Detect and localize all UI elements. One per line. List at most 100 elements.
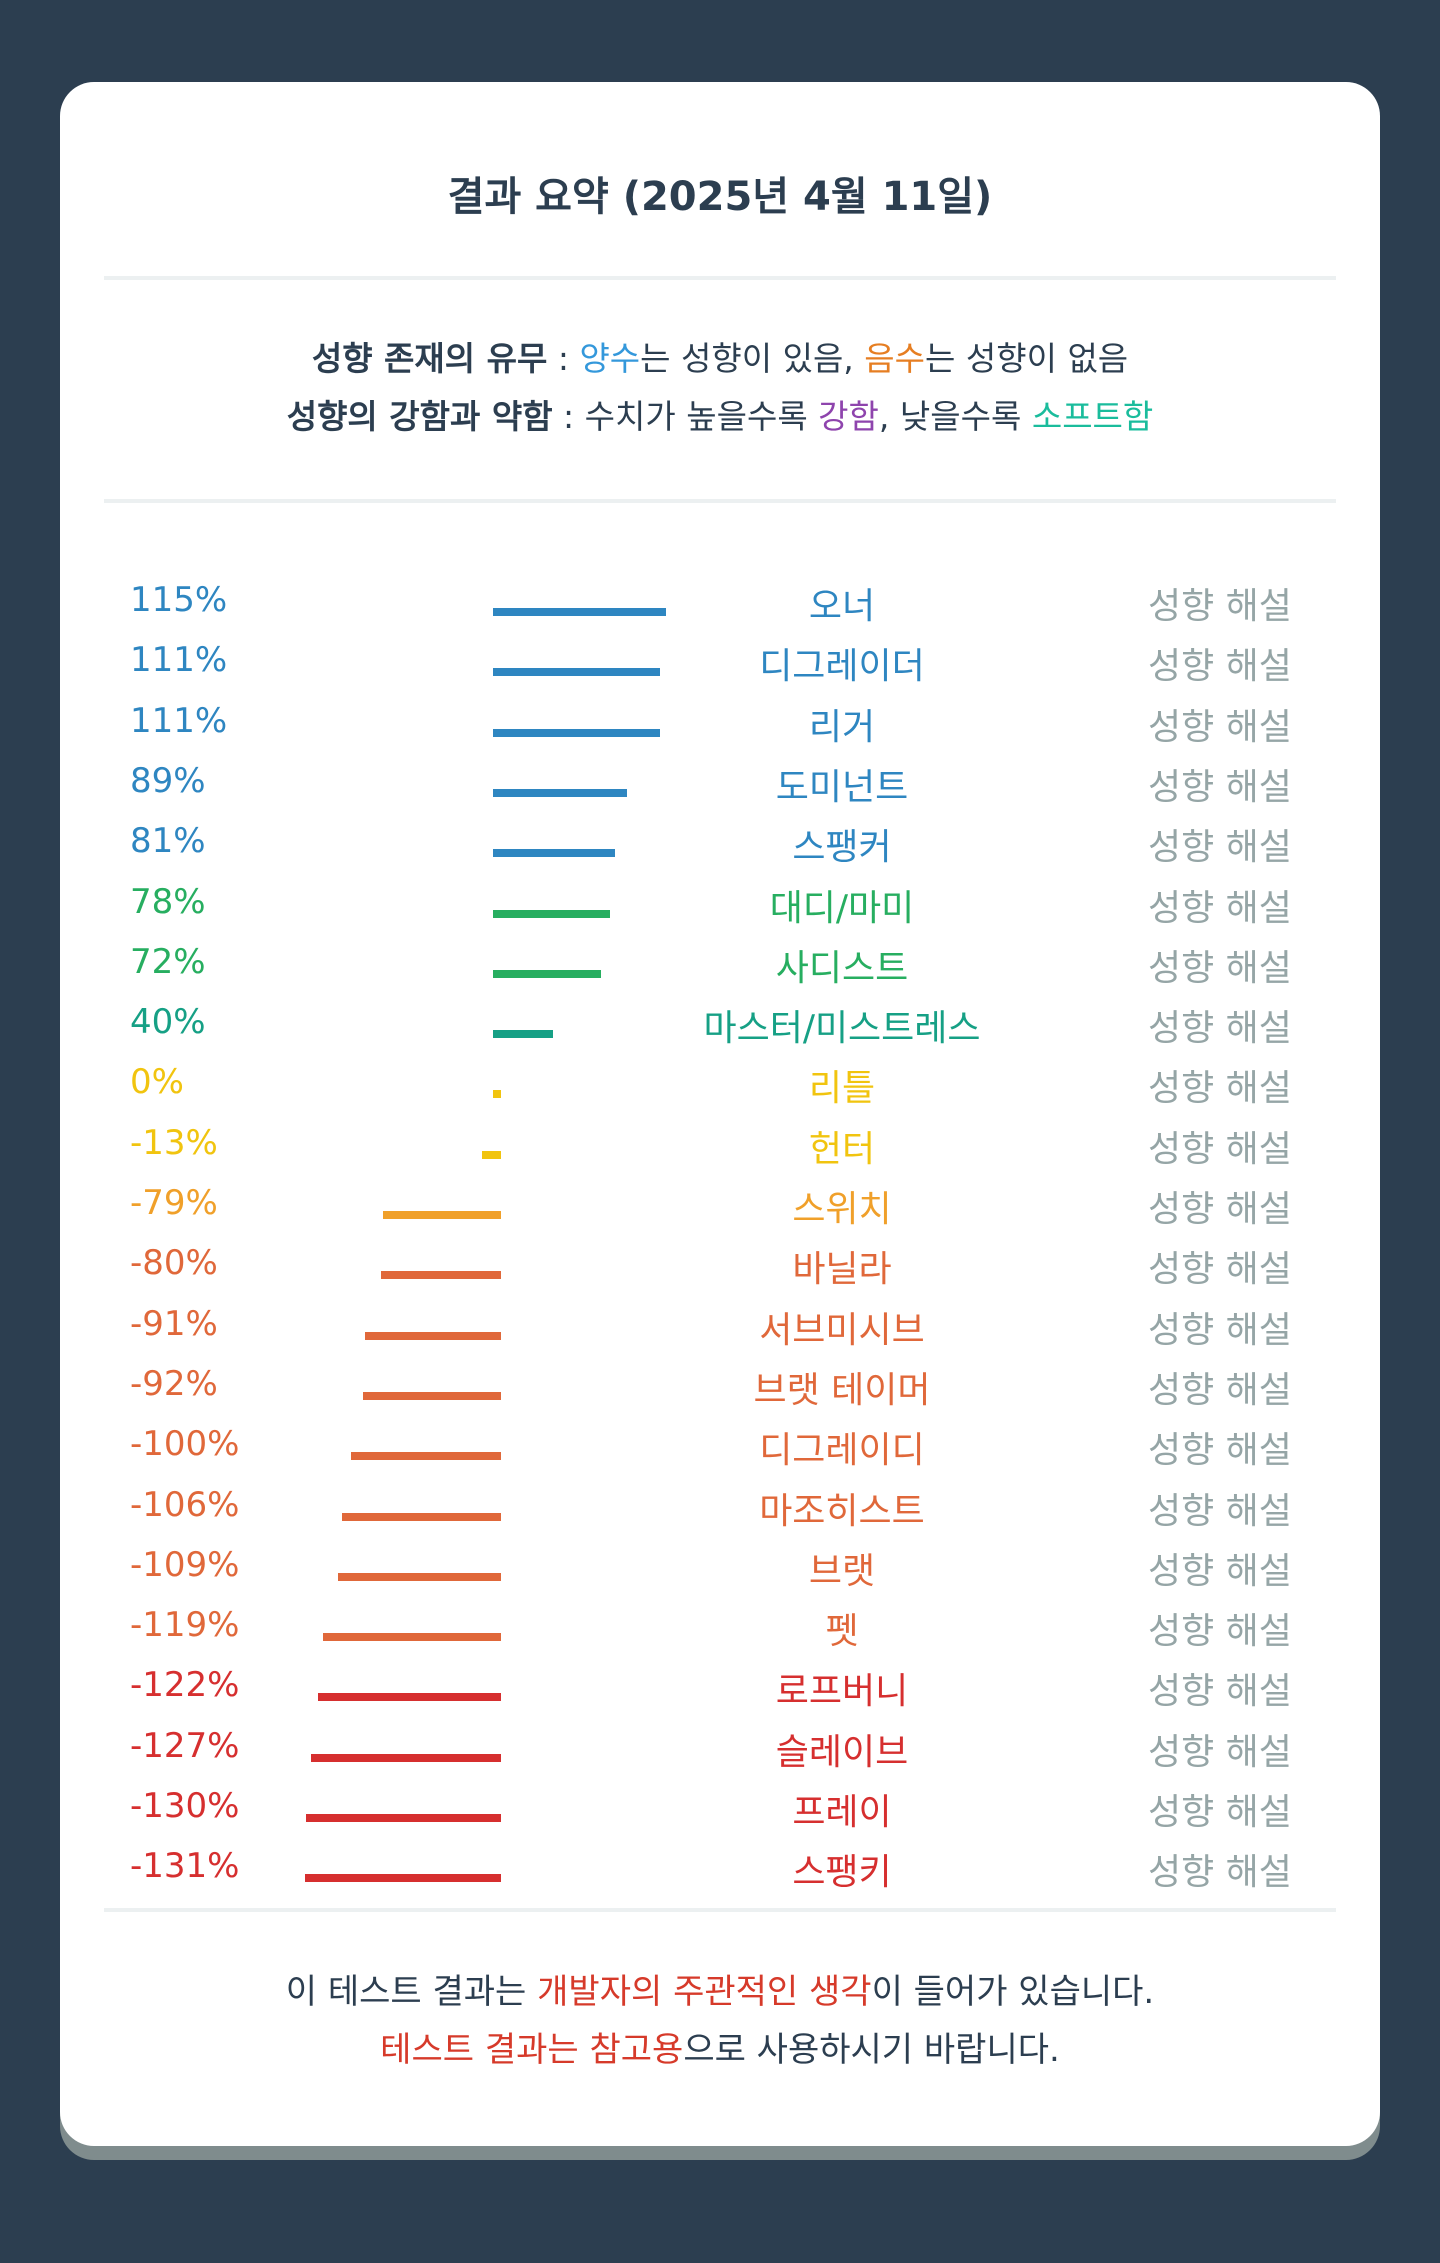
type-explanation-link[interactable]: 성향 해설 (1148, 827, 1292, 869)
result-type-name: 마조히스트 (759, 1490, 925, 1532)
type-explanation-link[interactable]: 성향 해설 (1148, 1068, 1292, 1110)
result-value: -92% (130, 1363, 218, 1404)
result-type-name: 사디스트 (775, 947, 909, 989)
result-row: 0% 리틀 성향 해설 (60, 1056, 1380, 1116)
result-type-name: 스위치 (792, 1189, 892, 1230)
type-explanation-link[interactable]: 성향 해설 (1148, 947, 1292, 989)
legend-existence-label: 성향 존재의 유무 (311, 339, 548, 378)
result-value: 111% (130, 700, 228, 741)
result-bar (318, 1693, 501, 1702)
result-bar (381, 1271, 501, 1280)
legend-positive-text: 는 성향이 있음, (640, 339, 865, 378)
result-row: 40% 마스터/미스트레스 성향 해설 (60, 996, 1380, 1056)
result-row: -100% 디그레이디 성향 해설 (60, 1418, 1380, 1478)
result-row: -13% 헌터 성향 해설 (60, 1117, 1380, 1177)
result-type-name: 펫 (825, 1611, 859, 1653)
result-type-name: 헌터 (808, 1128, 876, 1170)
type-explanation-link[interactable]: 성향 해설 (1148, 1008, 1292, 1050)
result-type-name: 리틀 (808, 1068, 876, 1110)
legend-negative: 음수 (864, 339, 926, 378)
footer-highlight: 개발자의 주관적인 생각 (537, 1972, 872, 2012)
footer-text: 으로 사용하시기 바랍니다. (683, 2030, 1060, 2070)
result-bar (493, 1030, 553, 1039)
type-explanation-link[interactable]: 성향 해설 (1148, 1671, 1292, 1713)
type-explanation-link[interactable]: 성향 해설 (1148, 646, 1292, 688)
type-explanation-link[interactable]: 성향 해설 (1148, 586, 1292, 627)
type-explanation-link[interactable]: 성향 해설 (1148, 1490, 1292, 1532)
type-explanation-link[interactable]: 성향 해설 (1148, 1852, 1292, 1894)
legend-strength-text2: , 낮을수록 (878, 397, 1032, 436)
result-value: 115% (130, 580, 228, 620)
result-value: -130% (130, 1786, 240, 1826)
type-explanation-link[interactable]: 성향 해설 (1148, 1792, 1292, 1833)
type-explanation-link[interactable]: 성향 해설 (1148, 1128, 1292, 1170)
result-row: 78% 대디/마미 성향 해설 (60, 876, 1380, 936)
footer-text: 이 테스트 결과는 (285, 1972, 538, 2012)
divider-middle (104, 499, 1336, 503)
type-explanation-link[interactable]: 성향 해설 (1148, 1249, 1292, 1291)
result-value: -100% (130, 1424, 240, 1465)
result-row: -80% 바닐라 성향 해설 (60, 1237, 1380, 1297)
type-explanation-link[interactable]: 성향 해설 (1148, 887, 1292, 929)
result-type-name: 도미넌트 (775, 766, 909, 808)
result-bar (337, 1572, 501, 1581)
type-explanation-link[interactable]: 성향 해설 (1148, 1369, 1292, 1411)
result-value: -122% (130, 1665, 240, 1706)
result-value: -80% (130, 1243, 218, 1284)
result-bar (304, 1874, 501, 1883)
result-bar (493, 668, 660, 677)
legend-soft: 소프트함 (1031, 397, 1154, 436)
result-row: -131% 스팽키 성향 해설 (60, 1840, 1380, 1900)
result-card: 결과 요약 (2025년 4월 11일) 성향 존재의 유무 : 양수는 성향이… (60, 82, 1380, 2146)
footer-text: 이 들어가 있습니다. (871, 1972, 1155, 2012)
result-bar (322, 1633, 501, 1642)
type-explanation-link[interactable]: 성향 해설 (1148, 1611, 1292, 1653)
result-type-name: 디그레이디 (759, 1430, 925, 1472)
type-explanation-link[interactable]: 성향 해설 (1148, 1189, 1292, 1230)
result-row: -109% 브랫 성향 해설 (60, 1539, 1380, 1599)
result-bar (310, 1753, 501, 1762)
result-value: 72% (130, 941, 206, 982)
type-explanation-link[interactable]: 성향 해설 (1148, 706, 1292, 748)
result-value: 81% (130, 821, 206, 862)
divider-bottom (104, 1908, 1336, 1912)
result-row: 111% 디그레이더 성향 해설 (60, 634, 1380, 694)
result-bar (493, 608, 666, 616)
type-explanation-link[interactable]: 성향 해설 (1148, 1550, 1292, 1592)
legend-negative-text: 는 성향이 없음 (925, 339, 1129, 378)
result-value: -91% (130, 1303, 218, 1344)
legend-strength-label: 성향의 강함과 약함 (286, 397, 553, 436)
result-type-name: 마스터/미스트레스 (703, 1008, 981, 1050)
result-type-name: 오너 (808, 586, 876, 627)
result-bar (493, 1090, 501, 1099)
legend-sep: : (547, 339, 580, 378)
legend-positive: 양수 (579, 339, 641, 378)
result-bar (351, 1452, 501, 1461)
type-explanation-link[interactable]: 성향 해설 (1148, 766, 1292, 808)
result-type-name: 로프버니 (775, 1671, 909, 1713)
page-title: 결과 요약 (2025년 4월 11일) (447, 174, 993, 220)
type-explanation-link[interactable]: 성향 해설 (1148, 1309, 1292, 1351)
result-row: -91% 서브미시브 성향 해설 (60, 1298, 1380, 1358)
type-explanation-link[interactable]: 성향 해설 (1148, 1731, 1292, 1773)
result-row: 89% 도미넌트 성향 해설 (60, 755, 1380, 815)
result-bar (493, 909, 610, 918)
result-value: 89% (130, 760, 206, 801)
type-explanation-link[interactable]: 성향 해설 (1148, 1430, 1292, 1472)
result-bar (493, 788, 627, 797)
footer-disclaimer-line2: 테스트 결과는 참고용으로 사용하시기 바랍니다. (60, 2022, 1380, 2071)
legend-line-existence: 성향 존재의 유무 : 양수는 성향이 있음, 음수는 성향이 없음 (60, 332, 1380, 380)
footer-disclaimer-line1: 이 테스트 결과는 개발자의 주관적인 생각이 들어가 있습니다. (60, 1964, 1380, 2013)
result-type-name: 브랫 테이머 (753, 1369, 931, 1411)
result-bar (342, 1512, 501, 1521)
legend-strength-text1: 수치가 높을수록 (584, 397, 819, 436)
result-type-name: 슬레이브 (775, 1731, 909, 1773)
result-type-name: 바닐라 (792, 1249, 892, 1291)
result-row: 111% 리거 성향 해설 (60, 695, 1380, 755)
legend-line-strength: 성향의 강함과 약함 : 수치가 높을수록 강함, 낮을수록 소프트함 (60, 390, 1380, 438)
result-bar (364, 1331, 501, 1340)
result-row: -122% 로프버니 성향 해설 (60, 1659, 1380, 1719)
result-value: 40% (130, 1002, 206, 1043)
result-type-name: 브랫 (808, 1550, 876, 1592)
result-value: -131% (130, 1846, 240, 1887)
